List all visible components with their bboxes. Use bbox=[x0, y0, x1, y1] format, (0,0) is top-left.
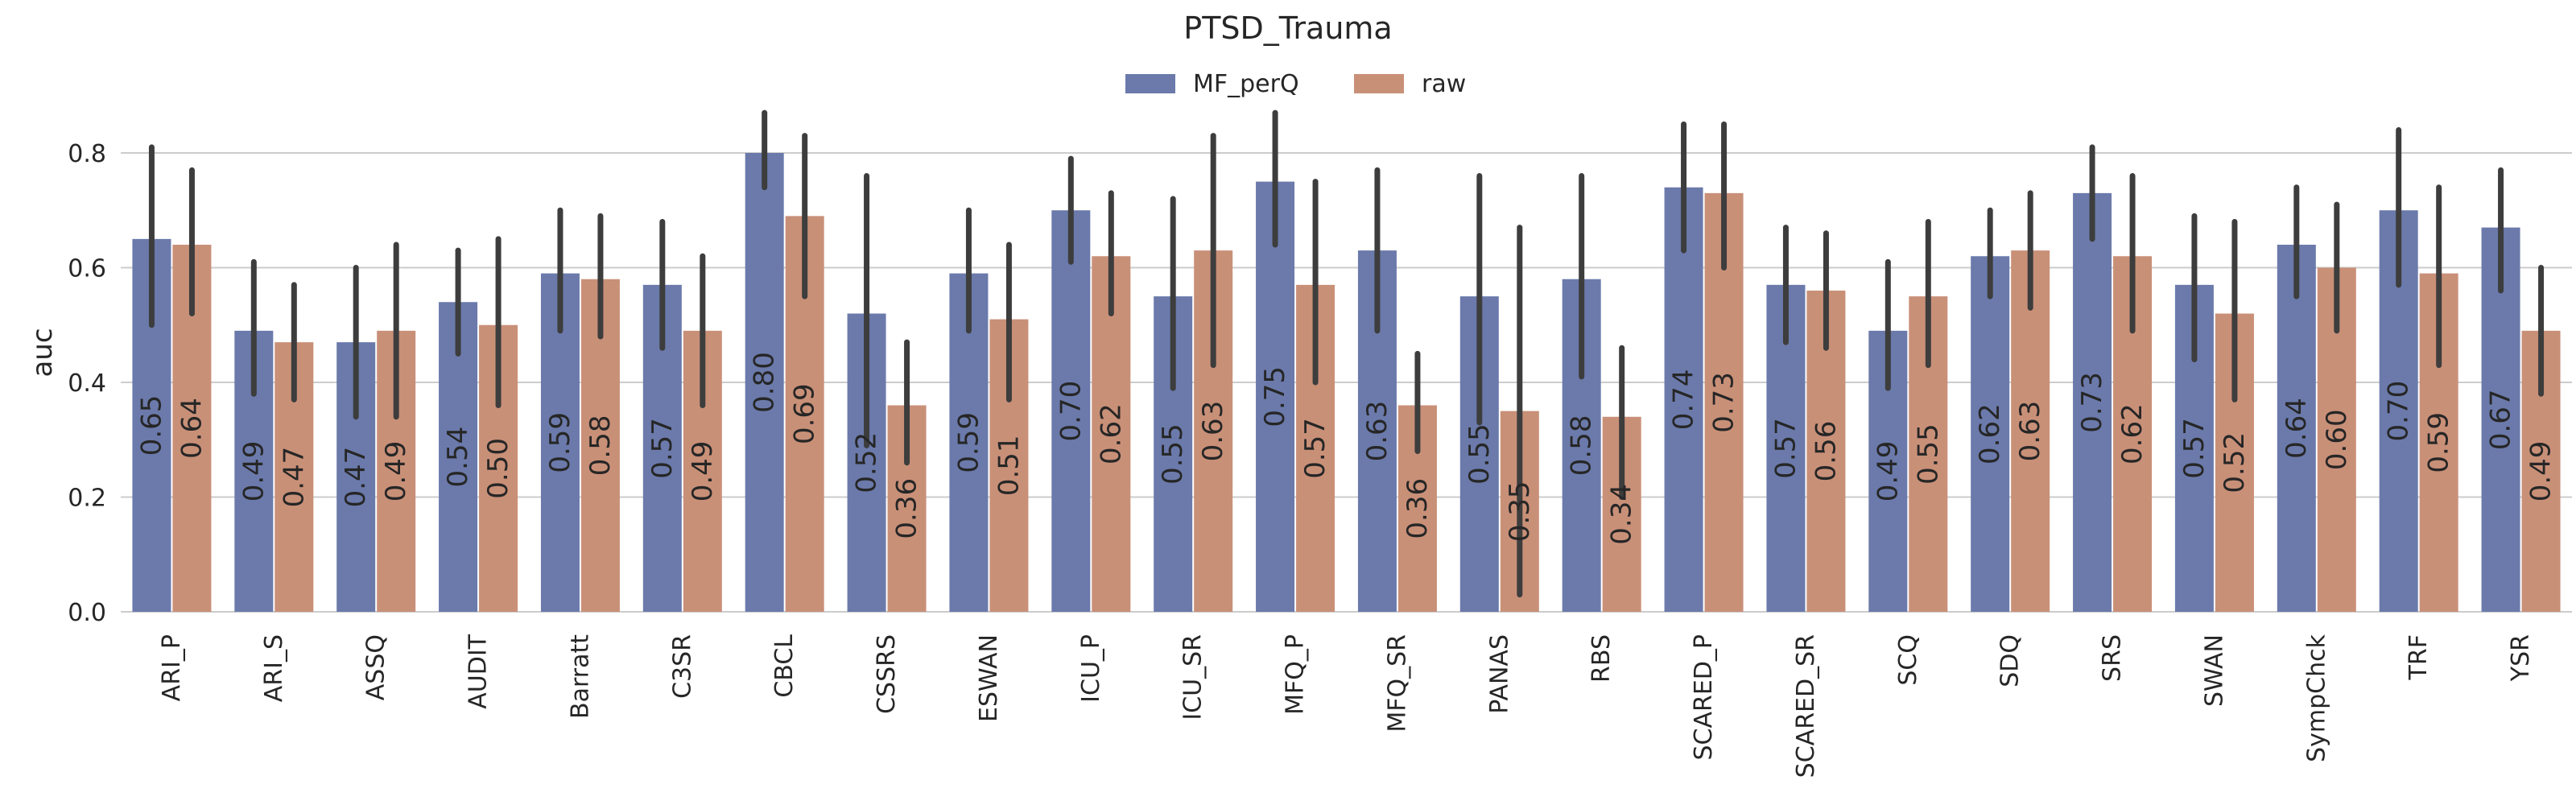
value-label: 0.57 bbox=[1299, 418, 1331, 479]
x-tick-label: YSR bbox=[2507, 634, 2535, 682]
bar-mf-perq-cbcl bbox=[745, 153, 784, 612]
value-label: 0.51 bbox=[993, 435, 1025, 496]
x-tick-label: SympChck bbox=[2302, 634, 2330, 762]
value-label: 0.63 bbox=[2014, 401, 2046, 462]
value-label: 0.74 bbox=[1668, 369, 1700, 431]
value-label: 0.52 bbox=[2219, 432, 2251, 493]
x-axis-ticks: ARI_P ARI_S ASSQ AUDIT Barratt C3SR CBCL CSSRS E… bbox=[158, 634, 2535, 778]
x-tick-label: SCQ bbox=[1894, 634, 1922, 686]
x-tick-label: TRF bbox=[2405, 634, 2433, 680]
value-labels: 0.65 0.640.49 0.47 0.47 0.49 0.54 0.50 0.59 0.58… bbox=[135, 352, 2557, 545]
value-label: 0.36 bbox=[1402, 478, 1434, 539]
x-tick-label: RBS bbox=[1587, 634, 1616, 683]
legend-swatch-raw bbox=[1354, 74, 1404, 93]
bar-mf-perq-srs bbox=[2073, 192, 2112, 612]
bar-raw-sdq bbox=[2011, 250, 2050, 612]
x-tick-label: ASSQ bbox=[362, 634, 390, 700]
y-axis-ticks: 0.0 0.2 0.4 0.6 0.8 bbox=[68, 140, 106, 627]
y-tick-label: 0.8 bbox=[68, 140, 106, 168]
x-tick-label: SDQ bbox=[1996, 634, 2025, 687]
x-tick-label: PANAS bbox=[1485, 634, 1513, 714]
value-label: 0.34 bbox=[1606, 484, 1638, 545]
value-label: 0.65 bbox=[135, 395, 167, 456]
value-label: 0.55 bbox=[1912, 423, 1944, 485]
x-tick-label: ESWAN bbox=[975, 634, 1003, 722]
x-tick-label: MFQ_SR bbox=[1383, 634, 1411, 733]
value-label: 0.59 bbox=[544, 412, 576, 473]
value-label: 0.56 bbox=[1810, 421, 1842, 482]
value-label: 0.54 bbox=[442, 427, 474, 488]
value-label: 0.55 bbox=[1463, 423, 1496, 485]
value-label: 0.50 bbox=[482, 438, 514, 499]
bar-mf-perq-scared-p bbox=[1664, 187, 1703, 612]
value-label: 0.49 bbox=[2525, 441, 2557, 502]
value-label: 0.52 bbox=[851, 432, 883, 493]
value-label: 0.62 bbox=[1974, 403, 2006, 464]
x-tick-label: SRS bbox=[2099, 634, 2127, 682]
value-label: 0.75 bbox=[1259, 366, 1291, 427]
value-label: 0.59 bbox=[2423, 412, 2455, 473]
value-label: 0.47 bbox=[340, 447, 372, 508]
x-tick-label: ARI_S bbox=[260, 634, 288, 702]
value-label: 0.73 bbox=[2076, 372, 2108, 433]
x-tick-label: C3SR bbox=[668, 634, 696, 699]
value-label: 0.49 bbox=[1872, 441, 1904, 502]
legend-label-raw: raw bbox=[1422, 70, 1466, 98]
y-axis-label: auc bbox=[27, 328, 59, 377]
value-label: 0.70 bbox=[2383, 381, 2415, 442]
value-label: 0.49 bbox=[687, 441, 719, 502]
chart-title: PTSD_Trauma bbox=[1183, 10, 1392, 46]
bar-mf-perq-mfq-p bbox=[1256, 181, 1295, 612]
value-label: 0.62 bbox=[1095, 403, 1127, 464]
legend-swatch-mf-perq bbox=[1125, 74, 1175, 93]
legend-label-mf-perq: MF_perQ bbox=[1193, 70, 1299, 98]
x-tick-label: CSSRS bbox=[873, 634, 901, 714]
x-tick-label: SWAN bbox=[2200, 634, 2228, 707]
x-tick-label: MFQ_P bbox=[1282, 634, 1310, 715]
bar-mf-perq-sdq bbox=[1971, 256, 2010, 612]
value-label: 0.36 bbox=[891, 478, 923, 539]
value-label: 0.63 bbox=[1361, 401, 1393, 462]
y-tick-label: 0.0 bbox=[68, 599, 106, 627]
value-label: 0.58 bbox=[584, 415, 617, 477]
legend: MF_perQ raw bbox=[1125, 70, 1466, 98]
value-label: 0.55 bbox=[1157, 423, 1189, 485]
x-tick-label: SCARED_SR bbox=[1792, 634, 1820, 778]
x-tick-label: ICU_P bbox=[1077, 634, 1105, 703]
value-label: 0.64 bbox=[2281, 398, 2313, 459]
value-label: 0.80 bbox=[749, 352, 781, 413]
error-bars bbox=[148, 109, 2545, 598]
x-tick-label: AUDIT bbox=[464, 634, 493, 708]
value-label: 0.57 bbox=[2178, 418, 2211, 479]
x-tick-label: ICU_SR bbox=[1179, 634, 1208, 720]
value-label: 0.67 bbox=[2485, 389, 2517, 450]
gridlines bbox=[121, 152, 2572, 613]
value-label: 0.60 bbox=[2321, 409, 2353, 470]
x-tick-label: CBCL bbox=[770, 634, 799, 698]
value-label: 0.59 bbox=[952, 412, 985, 473]
y-tick-label: 0.6 bbox=[68, 255, 106, 283]
value-label: 0.57 bbox=[1769, 418, 1802, 479]
value-label: 0.58 bbox=[1566, 415, 1598, 477]
bar-mf-perq-icu-p bbox=[1051, 210, 1091, 612]
value-label: 0.47 bbox=[278, 447, 310, 508]
value-label: 0.49 bbox=[237, 441, 270, 502]
x-tick-label: ARI_P bbox=[158, 634, 186, 701]
value-label: 0.64 bbox=[175, 398, 208, 459]
x-tick-label: Barratt bbox=[566, 634, 594, 719]
y-tick-label: 0.4 bbox=[68, 369, 106, 398]
value-label: 0.62 bbox=[2116, 403, 2149, 464]
y-tick-label: 0.2 bbox=[68, 485, 106, 513]
value-label: 0.49 bbox=[380, 441, 412, 502]
value-label: 0.57 bbox=[646, 418, 679, 479]
x-tick-label: SCARED_P bbox=[1690, 634, 1718, 761]
bar-mf-perq-sympchck bbox=[2277, 245, 2316, 612]
value-label: 0.73 bbox=[1708, 372, 1740, 433]
value-label: 0.69 bbox=[789, 383, 821, 444]
value-label: 0.70 bbox=[1055, 381, 1087, 442]
value-label: 0.35 bbox=[1504, 481, 1536, 542]
value-label: 0.63 bbox=[1197, 401, 1229, 462]
